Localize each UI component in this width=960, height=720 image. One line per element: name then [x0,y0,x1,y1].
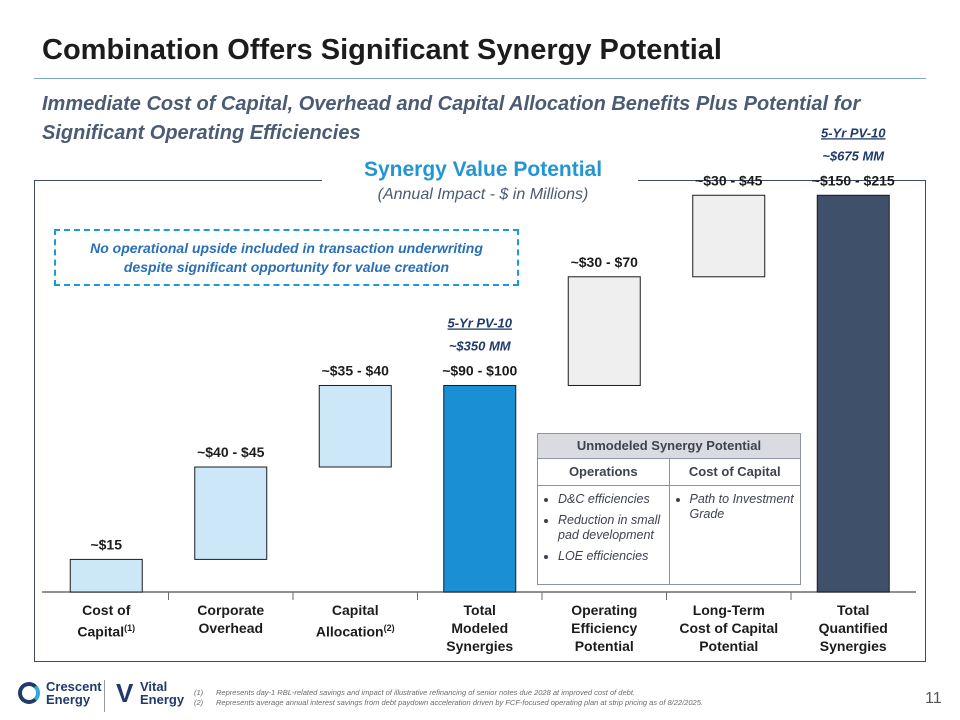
pv10-annotation-value: ~$350 MM [449,338,512,353]
category-label-line: Operating [571,602,638,618]
vital-energy-logo: V Vital Energy [116,678,192,714]
vital-logo-line1: Vital [140,679,168,694]
category-label: Total Modeled Synergies [420,601,540,655]
footnote-1-text: Represents day-1 RBL-related savings and… [216,688,635,697]
bar-value-label: ~$40 - $45 [197,444,265,460]
list-item: Path to Investment Grade [690,492,795,522]
unmodeled-synergy-table: Unmodeled Synergy Potential Operations C… [537,433,801,585]
category-label-line: Potential [574,638,634,654]
category-label-line: Synergies [819,638,887,654]
vital-logo-line2: Energy [140,692,185,707]
page-subtitle: Immediate Cost of Capital, Overhead and … [42,93,861,144]
page-number: 11 [925,690,942,707]
category-label-line: Cost of Capital [679,620,779,636]
bar-value-label: ~$150 - $215 [812,172,895,188]
category-label-line: Potential [699,638,759,654]
bar-value-label: ~$90 - $100 [442,362,517,378]
category-label: Capital Allocation(2) [295,601,415,641]
list-item: Reduction in small pad development [558,513,663,543]
category-label-line: Synergies [446,638,514,654]
list-item: D&C efficiencies [558,492,663,507]
category-label-line: Quantified [818,620,888,636]
bar-3 [443,384,517,593]
bar-value-label: ~$30 - $70 [571,254,639,270]
category-label-line: Capital [331,602,379,618]
category-label-line: Capital(1) [77,623,136,640]
pv10-annotation-value: ~$675 MM [822,148,885,163]
bar-value-label: ~$15 [90,536,122,552]
category-label-line: Efficiency [571,620,638,636]
footnote-1-number: (1) [194,688,204,697]
bar-value-label: ~$35 - $40 [322,362,390,378]
bar-5 [692,194,766,278]
crescent-logo-line1: Crescent [46,679,102,694]
category-label-line: Long-Term [692,602,765,618]
crescent-energy-logo: Crescent Energy [18,678,108,714]
footnote-ref: (1) [124,623,136,633]
category-label: Long-Term Cost of Capital Potential [669,601,789,655]
frame-title-gap [322,176,638,186]
footnote-ref: (2) [383,623,395,633]
chart-title: Synergy Value Potential [363,158,603,181]
category-label-line: Overhead [198,620,264,636]
footnote-2-text: Represents average annual interest savin… [216,698,703,707]
category-label: Cost of Capital(1) [46,601,166,641]
category-label-line: Allocation(2) [315,623,395,640]
footnote-2: (2) Represents average annual interest sa… [194,698,703,708]
category-label-line: Corporate [197,602,265,618]
bar-value-label: ~$30 - $45 [695,172,763,188]
category-label: Operating Efficiency Potential [544,601,664,655]
page-title: Combination Offers Significant Synergy P… [42,34,722,66]
operations-column-header: Operations [568,464,638,479]
chart-subtitle: (Annual Impact - $ in Millions) [377,186,589,203]
crescent-logo-icon [18,682,40,704]
operations-list: D&C efficiencies Reduction in small pad … [538,486,669,584]
bar-1 [194,466,268,560]
footnote-1: (1) Represents day-1 RBL-related savings … [194,688,703,698]
category-label-line: Modeled [451,620,509,636]
bar-2 [318,384,392,468]
category-label-line: Total [463,602,496,618]
footnotes: (1) Represents day-1 RBL-related savings … [194,688,703,708]
bar-0 [69,558,143,593]
cost-of-capital-list: Path to Investment Grade [668,486,801,584]
bar-6 [816,194,890,593]
cost-of-capital-column-header: Cost of Capital [668,459,801,485]
footnote-2-number: (2) [194,698,204,707]
category-label-line: Cost of [82,602,131,618]
category-label: Total Quantified Synergies [793,601,913,655]
crescent-logo-line2: Energy [46,692,91,707]
underwriting-note: No operational upside included in transa… [54,229,519,286]
unmodeled-table-title: Unmodeled Synergy Potential [538,434,800,459]
pv10-annotation-title: 5-Yr PV-10 [447,315,512,330]
category-label-line: Total [837,602,870,618]
pv10-annotation-title: 5-Yr PV-10 [821,125,886,140]
category-label: Corporate Overhead [171,601,291,637]
title-divider [34,78,926,79]
bar-4 [567,276,641,386]
logo-divider [104,680,105,712]
list-item: LOE efficiencies [558,549,663,564]
vital-logo-icon: V [116,678,134,708]
